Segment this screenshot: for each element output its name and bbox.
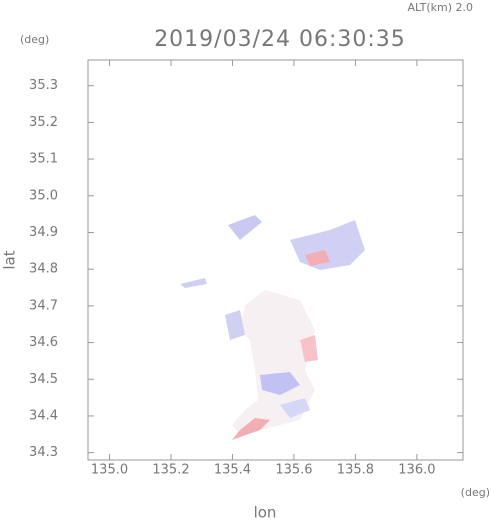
y-tick-label: 34.6 <box>29 335 58 350</box>
y-tick-label: 34.4 <box>29 408 58 423</box>
y-axis-label: lat <box>1 250 19 269</box>
x-axis-label: lon <box>254 504 277 521</box>
plot-frame <box>87 59 464 461</box>
y-tick-label: 35.0 <box>29 188 58 203</box>
altitude-label: ALT(km) 2.0 <box>407 1 473 14</box>
y-tick-label: 34.9 <box>29 225 58 240</box>
echo-field <box>180 215 365 440</box>
x-unit: (deg) <box>461 486 490 499</box>
x-tick-label: 135.4 <box>214 463 251 478</box>
chart-title: 2019/03/24 06:30:35 <box>154 27 406 52</box>
y-tick-label: 34.8 <box>29 262 58 277</box>
y-unit: (deg) <box>20 33 49 46</box>
y-tick-label: 34.5 <box>29 372 58 387</box>
y-tick-label: 35.1 <box>29 152 58 167</box>
y-tick-label: 35.3 <box>29 78 58 93</box>
y-tick-label: 35.2 <box>29 115 58 130</box>
x-tick-label: 136.0 <box>398 463 435 478</box>
x-tick-label: 135.0 <box>91 463 128 478</box>
y-tick-label: 34.3 <box>29 445 58 460</box>
x-tick-label: 135.6 <box>275 463 312 478</box>
y-tick-label: 34.7 <box>29 298 58 313</box>
x-tick-label: 135.8 <box>337 463 374 478</box>
x-tick-label: 135.2 <box>152 463 189 478</box>
